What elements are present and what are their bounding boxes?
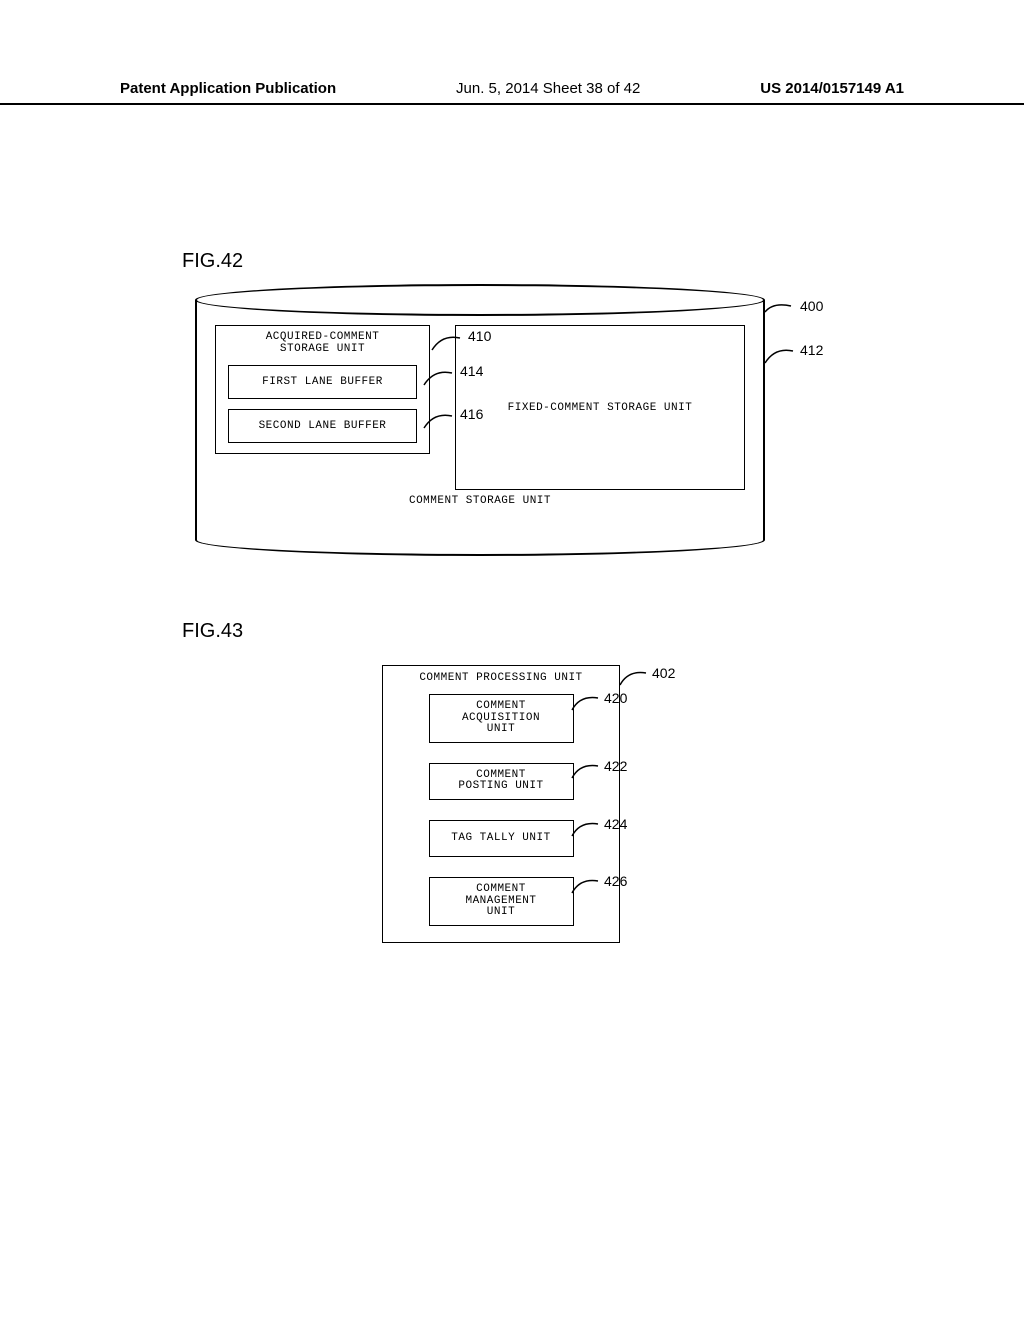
leader-426	[570, 875, 605, 897]
box4-l1: COMMENT	[476, 883, 526, 895]
box1-l2: ACQUISITION	[462, 712, 540, 724]
leader-420	[570, 692, 605, 714]
header-right: US 2014/0157149 A1	[760, 80, 904, 97]
box3-l1: TAG TALLY UNIT	[451, 832, 550, 844]
first-lane-buffer: FIRST LANE BUFFER	[228, 365, 417, 399]
second-lane-buffer: SECOND LANE BUFFER	[228, 409, 417, 443]
header-center: Jun. 5, 2014 Sheet 38 of 42	[456, 80, 640, 97]
ref-400: 400	[800, 298, 823, 314]
leader-400	[763, 300, 803, 330]
ref-422: 422	[604, 758, 627, 774]
box4-l3: UNIT	[487, 906, 515, 918]
cylinder-bottom-mask	[197, 524, 763, 540]
cylinder-top	[195, 284, 765, 316]
tag-tally-unit: TAG TALLY UNIT	[429, 820, 574, 858]
comment-posting-unit: COMMENT POSTING UNIT	[429, 763, 574, 800]
box2-l1: COMMENT	[476, 769, 526, 781]
fixed-comment-storage-unit: FIXED-COMMENT STORAGE UNIT	[455, 325, 745, 490]
ref-424: 424	[604, 816, 627, 832]
acquired-comment-storage-unit: ACQUIRED-COMMENT STORAGE UNIT FIRST LANE…	[215, 325, 430, 454]
comment-storage-unit-label: COMMENT STORAGE UNIT	[195, 495, 765, 507]
comment-acquisition-unit: COMMENT ACQUISITION UNIT	[429, 694, 574, 743]
fig42-label: FIG.42	[182, 250, 243, 273]
box2-l2: POSTING UNIT	[458, 780, 543, 792]
comment-processing-unit-title: COMMENT PROCESSING UNIT	[395, 672, 607, 684]
fig43-label: FIG.43	[182, 620, 243, 643]
box1-l3: UNIT	[487, 723, 515, 735]
page-header: Patent Application Publication Jun. 5, 2…	[0, 80, 1024, 105]
comment-management-unit: COMMENT MANAGEMENT UNIT	[429, 877, 574, 926]
header-left: Patent Application Publication	[120, 80, 336, 97]
title-line2: STORAGE UNIT	[280, 343, 365, 355]
left-col-title: ACQUIRED-COMMENT STORAGE UNIT	[224, 332, 421, 355]
ref-420: 420	[604, 690, 627, 706]
ref-426: 426	[604, 873, 627, 889]
box1-l1: COMMENT	[476, 700, 526, 712]
leader-414	[422, 365, 462, 390]
ref-412: 412	[800, 342, 823, 358]
box4-l2: MANAGEMENT	[465, 895, 536, 907]
leader-412	[763, 345, 803, 370]
leader-410	[430, 330, 470, 355]
fig42-diagram: ACQUIRED-COMMENT STORAGE UNIT FIRST LANE…	[195, 300, 765, 540]
leader-416	[422, 408, 462, 433]
leader-424	[570, 818, 605, 840]
leader-422	[570, 760, 605, 782]
leader-402	[618, 667, 653, 689]
ref-402: 402	[652, 665, 675, 681]
title-line1: ACQUIRED-COMMENT	[266, 331, 380, 343]
